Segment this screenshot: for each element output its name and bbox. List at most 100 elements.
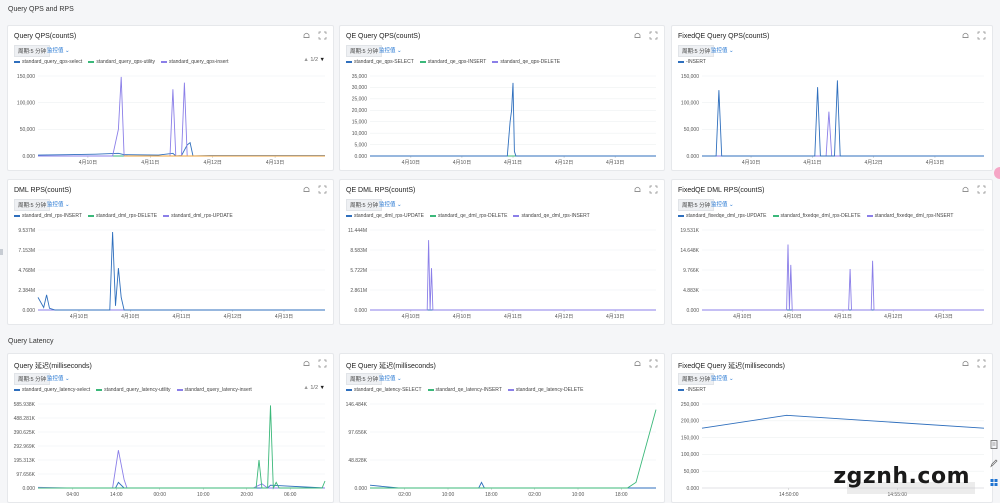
- legend-item[interactable]: standard_fixedqe_dml_rps-UPDATE: [678, 213, 767, 219]
- period-select[interactable]: 周期:5 分钟: [346, 373, 383, 385]
- bell-icon[interactable]: [302, 359, 311, 368]
- document-icon[interactable]: [990, 440, 998, 449]
- y-tick-label: 97.656K: [16, 472, 35, 478]
- chart-canvas: 19.531K 14.648K 9.766K 4.883K 0.000 4月10日 4月10…: [680, 228, 984, 320]
- chevron-down-icon: ⌄: [729, 202, 734, 208]
- bell-icon[interactable]: [302, 185, 311, 194]
- pager-down-icon[interactable]: ▼: [319, 385, 325, 391]
- period-select[interactable]: 周期:5 分钟: [346, 199, 383, 211]
- pager-down-icon[interactable]: ▼: [319, 57, 325, 63]
- panel-title: QE Query 延迟(milliseconds): [346, 363, 436, 370]
- fullscreen-icon[interactable]: [649, 31, 658, 40]
- metric-select[interactable]: 监控值 ⌄: [711, 199, 734, 209]
- metric-select[interactable]: 监控值 ⌄: [379, 45, 402, 55]
- legend-item[interactable]: standard_dml_rps-UPDATE: [163, 213, 233, 219]
- legend-item[interactable]: standard_query_latency-utility: [96, 387, 171, 393]
- x-tick-label: 4月10日: [402, 160, 420, 166]
- chevron-down-icon: ⌄: [65, 202, 70, 208]
- bell-icon[interactable]: [302, 31, 311, 40]
- grid-icon[interactable]: [990, 478, 998, 487]
- bell-icon[interactable]: [633, 359, 642, 368]
- fullscreen-icon[interactable]: [649, 359, 658, 368]
- edit-icon[interactable]: [990, 459, 998, 468]
- legend-item[interactable]: standard_qe_latency-INSERT: [427, 387, 502, 393]
- period-select[interactable]: 周期:5 分钟: [346, 45, 383, 57]
- period-select[interactable]: 周期:5 分钟: [14, 45, 51, 57]
- fullscreen-icon[interactable]: [318, 185, 327, 194]
- fullscreen-icon[interactable]: [318, 359, 327, 368]
- bell-icon[interactable]: [961, 31, 970, 40]
- legend-item[interactable]: standard_query_qps-insert: [160, 59, 228, 65]
- legend-item[interactable]: standard_qe_dml_rps-UPDATE: [346, 213, 424, 219]
- legend-item[interactable]: standard_query_latency-select: [14, 387, 90, 393]
- y-tick-label: 15,000: [352, 120, 368, 126]
- collapse-handle[interactable]: [0, 249, 3, 255]
- legend-pager[interactable]: ▲ 1/2 ▼: [303, 385, 325, 391]
- fullscreen-icon[interactable]: [977, 359, 986, 368]
- pager-up-icon[interactable]: ▲: [303, 57, 309, 63]
- legend-label: standard_dml_rps-DELETE: [95, 213, 158, 219]
- period-select[interactable]: 周期:5 分钟: [14, 373, 51, 385]
- legend-item[interactable]: standard_qe_latency-SELECT: [346, 387, 422, 393]
- y-tick-label: 35,000: [352, 74, 368, 80]
- legend-item[interactable]: standard_qe_qps-SELECT: [346, 59, 414, 65]
- legend-item[interactable]: standard_fixedqe_dml_rps-DELETE: [772, 213, 861, 219]
- series-line: [37, 141, 325, 157]
- legend-item[interactable]: standard_fixedqe_dml_rps-INSERT: [866, 213, 953, 219]
- x-tick-label: 4月10日: [121, 314, 139, 320]
- bell-icon[interactable]: [961, 359, 970, 368]
- x-tick-label: 10:00: [442, 492, 455, 498]
- fullscreen-icon[interactable]: [318, 31, 327, 40]
- metric-select[interactable]: 监控值 ⌄: [711, 373, 734, 383]
- legend-swatch: [513, 215, 520, 217]
- pager-text: 1/2: [310, 385, 319, 391]
- chevron-down-icon: ⌄: [397, 202, 402, 208]
- legend-item[interactable]: standard_qe_qps-DELETE: [492, 59, 560, 65]
- legend-item[interactable]: standard_qe_latency-DELETE: [507, 387, 583, 393]
- legend-swatch: [14, 389, 20, 391]
- bell-icon[interactable]: [633, 185, 642, 194]
- series-line: [702, 244, 984, 311]
- legend-item[interactable]: -INSERT: [678, 59, 706, 65]
- legend-pager[interactable]: ▲ 1/2 ▼: [303, 57, 325, 63]
- x-tick-label: 10:00: [197, 492, 210, 498]
- watermark: zgznh.com: [833, 464, 970, 489]
- feedback-tab[interactable]: [994, 167, 1000, 179]
- fullscreen-icon[interactable]: [977, 185, 986, 194]
- fullscreen-icon[interactable]: [977, 31, 986, 40]
- legend-item[interactable]: standard_qe_qps-INSERT: [419, 59, 486, 65]
- y-tick-label: 150,000: [17, 74, 35, 80]
- period-select[interactable]: 周期:5 分钟: [678, 45, 715, 57]
- fullscreen-icon[interactable]: [649, 185, 658, 194]
- pager-up-icon[interactable]: ▲: [303, 385, 309, 391]
- period-select[interactable]: 周期:5 分钟: [14, 199, 51, 211]
- legend-item[interactable]: standard_query_qps-select: [14, 59, 82, 65]
- bell-icon[interactable]: [633, 31, 642, 40]
- period-select[interactable]: 周期:5 分钟: [678, 373, 715, 385]
- y-tick-label: 146.484K: [346, 402, 368, 408]
- y-tick-label: 50,000: [20, 127, 36, 133]
- metric-select[interactable]: 监控值 ⌄: [47, 373, 70, 383]
- legend-item[interactable]: -INSERT: [678, 387, 706, 393]
- legend-label: standard_query_latency-utility: [104, 387, 171, 393]
- y-tick-label: 50,000: [684, 469, 700, 475]
- panel-title: Query QPS(countS): [14, 33, 77, 40]
- chart-canvas: 35,000 30,000 25,000 20,000 15,000 10,000 5,00…: [352, 74, 656, 166]
- legend-item[interactable]: standard_qe_dml_rps-DELETE: [429, 213, 507, 219]
- legend-label: -INSERT: [686, 387, 706, 393]
- metric-select[interactable]: 监控值 ⌄: [711, 45, 734, 55]
- legend-item[interactable]: standard_query_qps-utility: [88, 59, 155, 65]
- legend-item[interactable]: standard_qe_dml_rps-INSERT: [513, 213, 590, 219]
- period-select[interactable]: 周期:5 分钟: [678, 199, 715, 211]
- chart-legend: -INSERT: [678, 59, 706, 65]
- legend-item[interactable]: standard_dml_rps-DELETE: [87, 213, 158, 219]
- legend-item[interactable]: standard_query_latency-insert: [176, 387, 252, 393]
- legend-item[interactable]: standard_dml_rps-INSERT: [14, 213, 82, 219]
- metric-select[interactable]: 监控值 ⌄: [379, 199, 402, 209]
- bell-icon[interactable]: [961, 185, 970, 194]
- x-tick-label: 4月11日: [504, 314, 522, 320]
- metric-select[interactable]: 监控值 ⌄: [47, 45, 70, 55]
- metric-label: 监控值: [711, 48, 728, 54]
- metric-select[interactable]: 监控值 ⌄: [47, 199, 70, 209]
- metric-select[interactable]: 监控值 ⌄: [379, 373, 402, 383]
